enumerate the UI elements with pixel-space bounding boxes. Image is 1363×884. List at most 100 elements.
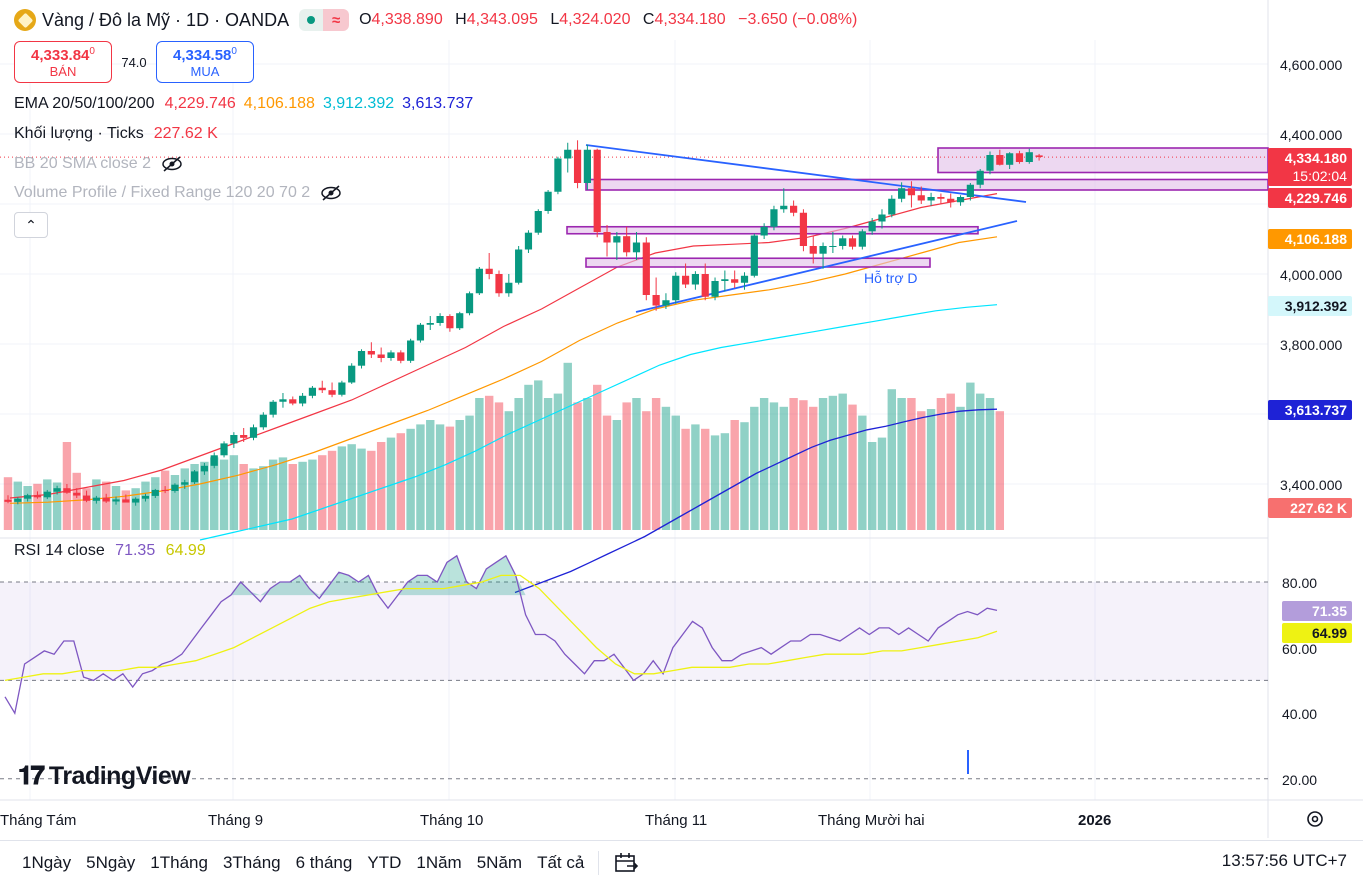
time-axis-label: 2026 xyxy=(1078,812,1112,829)
candle-body xyxy=(515,249,523,283)
volume-bar xyxy=(131,488,140,530)
market-status-pill[interactable]: ≈ xyxy=(299,9,350,31)
candle-body xyxy=(790,205,798,213)
rsi-axis-label: 20.00 xyxy=(1282,772,1318,788)
candle-body xyxy=(613,236,621,243)
rsi-ma-value-tag[interactable]: 64.99 xyxy=(1282,623,1352,643)
sell-button[interactable]: 4,333.840 BÁN xyxy=(14,41,112,83)
volume-bar xyxy=(917,411,926,530)
candle-body xyxy=(701,274,709,297)
rsi-legend[interactable]: RSI 14 close 71.35 64.99 xyxy=(14,542,206,559)
candle-body xyxy=(141,495,150,499)
rsi-axis-label: 80.00 xyxy=(1282,575,1318,591)
symbol-header[interactable]: Vàng / Đô la Mỹ · 1D · OANDA ≈ O4,338.89… xyxy=(14,9,865,31)
hidden-eye-icon[interactable] xyxy=(161,156,183,172)
volume-bar xyxy=(475,398,484,530)
candle-body xyxy=(898,188,906,199)
candle-body xyxy=(112,499,120,502)
volume-bar xyxy=(259,466,268,530)
collapse-legend-button[interactable]: ⌃ xyxy=(14,212,48,238)
volume-bar xyxy=(789,398,798,530)
ema20-price-tag[interactable]: 4,229.746 xyxy=(1268,188,1352,208)
range-6m[interactable]: 6 tháng xyxy=(295,852,353,872)
price-change: −3.650 (−0.08%) xyxy=(738,11,858,28)
market-open-icon xyxy=(299,9,324,31)
candle-body xyxy=(456,313,464,329)
candle-body xyxy=(642,242,650,295)
ohlc-values: O4,338.890 H4,343.095 L4,324.020 C4,334.… xyxy=(359,11,858,28)
volume-legend[interactable]: Khối lượng · Ticks 227.62 K xyxy=(14,125,218,142)
volume-bar xyxy=(818,398,828,530)
volume-bar xyxy=(661,406,671,530)
support-annotation[interactable]: Hỗ trợ D xyxy=(864,270,918,286)
ema200-price-tag[interactable]: 3,613.737 xyxy=(1268,400,1352,420)
range-5y[interactable]: 5Năm xyxy=(476,852,523,872)
price-axis-label: 4,400.000 xyxy=(1280,127,1343,143)
candle-body xyxy=(770,209,778,227)
candle-body xyxy=(279,399,287,402)
volume-bar xyxy=(975,393,985,530)
candle-body xyxy=(190,471,199,483)
volume-bar xyxy=(151,477,160,530)
ema100-price-tag[interactable]: 3,912.392 xyxy=(1268,296,1352,316)
candle-body xyxy=(171,484,179,491)
bb-legend[interactable]: BB 20 SMA close 2 xyxy=(14,155,183,173)
clock-timezone[interactable]: 13:57:56 UTC+7 xyxy=(1221,851,1347,870)
symbol-name[interactable]: Vàng / Đô la Mỹ · 1D · OANDA xyxy=(42,9,290,30)
volume-bar xyxy=(681,428,690,530)
candle-body xyxy=(603,232,611,243)
candle-body xyxy=(63,488,71,493)
chevron-up-icon: ⌃ xyxy=(25,216,37,233)
volume-bar xyxy=(219,459,229,530)
candle-body xyxy=(269,401,277,415)
volume-profile-legend[interactable]: Volume Profile / Fixed Range 120 20 70 2 xyxy=(14,184,342,202)
candle-body xyxy=(829,246,837,247)
range-all[interactable]: Tất cả xyxy=(537,852,585,872)
last-price-tag[interactable]: 4,334.180 15:02:04 xyxy=(1268,148,1352,186)
candle-body xyxy=(240,435,248,438)
candle-body xyxy=(868,221,876,232)
range-3m[interactable]: 3Tháng xyxy=(222,852,281,872)
volume-bar xyxy=(160,470,170,530)
range-1m[interactable]: 1Tháng xyxy=(150,852,208,872)
tradingview-logo[interactable]: 𝟏𝟕 TradingView xyxy=(18,760,191,790)
range-5d[interactable]: 5Ngày xyxy=(86,852,136,872)
settings-gear-icon[interactable] xyxy=(1304,808,1326,830)
price-zone-box xyxy=(585,257,931,268)
buy-button[interactable]: 4,334.580 MUA xyxy=(156,41,254,83)
calendar-goto-icon[interactable] xyxy=(613,852,639,874)
volume-bar xyxy=(504,411,514,530)
candle-body xyxy=(780,205,788,210)
ema100-line xyxy=(199,304,998,541)
rsi-value-tag[interactable]: 71.35 xyxy=(1282,601,1352,621)
hidden-eye-icon[interactable] xyxy=(320,185,342,201)
volume-bar xyxy=(43,479,52,530)
candle-body xyxy=(524,232,533,250)
volume-tag[interactable]: 227.62 K xyxy=(1268,498,1352,518)
ema50-price-tag[interactable]: 4,106.188 xyxy=(1268,229,1352,249)
volume-bar xyxy=(897,398,906,530)
ema-legend[interactable]: EMA 20/50/100/200 4,229.746 4,106.188 3,… xyxy=(14,95,474,112)
candle-body xyxy=(475,268,483,294)
rsi-band xyxy=(0,581,1268,780)
candle-body xyxy=(534,211,542,233)
volume-bar xyxy=(82,488,91,530)
volume-bar xyxy=(720,433,730,530)
candle-body xyxy=(132,498,140,503)
volume-bar xyxy=(406,428,415,530)
volume-bar xyxy=(809,406,818,530)
candle-body xyxy=(1006,153,1014,165)
volume-bar xyxy=(92,479,101,530)
range-ytd[interactable]: YTD xyxy=(367,852,402,872)
volume-bar xyxy=(867,442,877,530)
volume-bar xyxy=(593,384,602,530)
volume-bar xyxy=(858,415,867,530)
range-1y[interactable]: 1Năm xyxy=(416,852,462,872)
range-1d[interactable]: 1Ngày xyxy=(22,852,72,872)
volume-bar xyxy=(750,406,759,530)
candle-body xyxy=(210,455,218,466)
ema-lines xyxy=(9,193,998,594)
volume-bar xyxy=(170,475,180,530)
candle-body xyxy=(485,268,493,274)
